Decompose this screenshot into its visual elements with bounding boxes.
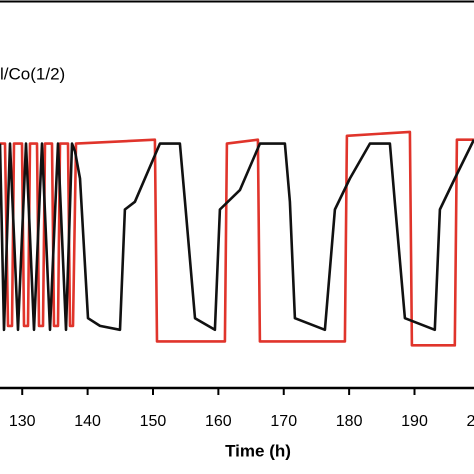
x-tick-label: 180 — [336, 413, 363, 430]
legend-label: l/Co(1/2) — [0, 64, 65, 83]
x-tick-label: 130 — [9, 413, 36, 430]
x-tick-label: 200 — [467, 413, 474, 430]
x-axis-title: Time (h) — [225, 441, 291, 460]
series-line — [0, 139, 474, 332]
x-tick-label: 160 — [205, 413, 232, 430]
x-tick-label: 190 — [401, 413, 428, 430]
x-tick-label: 150 — [140, 413, 167, 430]
x-tick-label: 140 — [74, 413, 101, 430]
x-tick-label: 170 — [270, 413, 297, 430]
